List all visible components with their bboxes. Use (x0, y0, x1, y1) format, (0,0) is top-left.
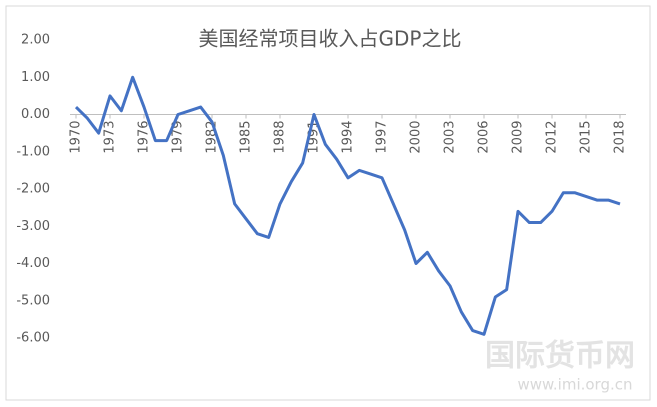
x-tick-label: 1970 (69, 121, 84, 154)
y-tick-label: -2.00 (16, 182, 50, 197)
y-tick-label: 1.00 (21, 70, 50, 85)
y-tick-label: -6.00 (16, 331, 50, 346)
watermark: 国际货币网 (485, 339, 635, 374)
x-tick-label: 1997 (375, 121, 390, 154)
x-tick-label: 2000 (409, 121, 424, 154)
x-tick-label: 2006 (477, 121, 492, 154)
x-tick-label: 1994 (341, 121, 356, 154)
x-tick-label: 1979 (171, 121, 186, 154)
chart-title: 美国经常项目收入占GDP之比 (199, 27, 462, 51)
y-tick-label: 2.00 (21, 33, 50, 48)
y-tick-label: -1.00 (16, 144, 50, 159)
y-tick-label: -3.00 (16, 219, 50, 234)
y-tick-label: 0.00 (21, 107, 50, 122)
y-tick-label: -4.00 (16, 256, 50, 271)
x-tick-label: 2012 (545, 121, 560, 154)
x-tick-label: 2003 (443, 121, 458, 154)
x-tick-label: 2015 (579, 121, 594, 154)
x-tick-label: 2018 (613, 121, 628, 154)
watermark-url: www.imi.org.cn (517, 376, 632, 394)
line-series (74, 75, 621, 336)
x-tick-label: 1976 (137, 121, 152, 154)
x-tick-label: 2009 (511, 121, 526, 154)
x-tick-label: 1988 (273, 121, 288, 154)
x-tick-label: 1985 (239, 121, 254, 154)
x-tick-label: 1973 (103, 121, 118, 154)
chart-frame (5, 5, 651, 401)
y-tick-label: -5.00 (16, 293, 50, 308)
